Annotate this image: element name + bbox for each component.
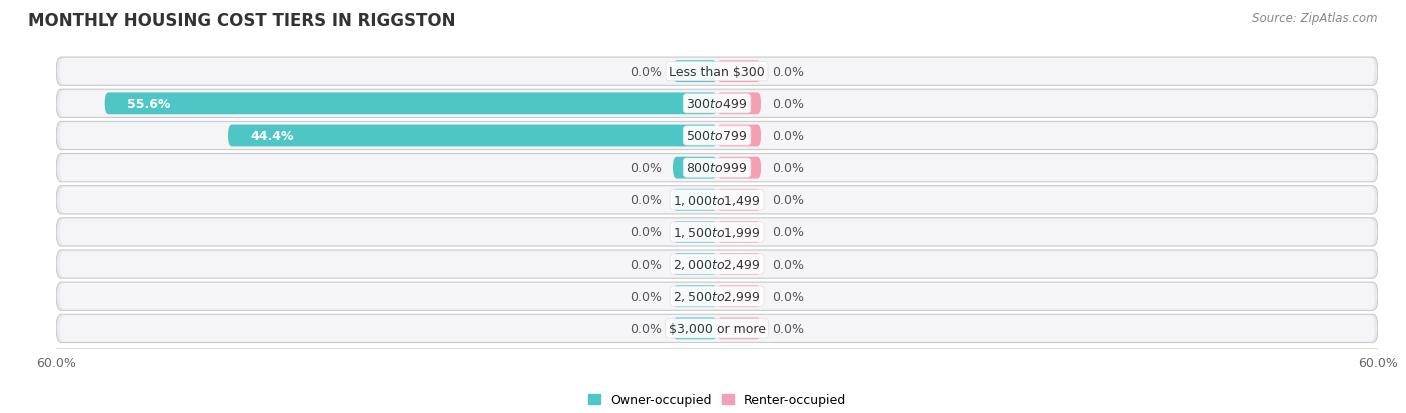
Text: 0.0%: 0.0% [772,66,804,78]
FancyBboxPatch shape [673,318,717,339]
Text: 55.6%: 55.6% [127,97,170,111]
FancyBboxPatch shape [56,282,1378,311]
FancyBboxPatch shape [717,93,761,115]
FancyBboxPatch shape [673,190,717,211]
Text: 0.0%: 0.0% [630,258,662,271]
Text: 0.0%: 0.0% [630,322,662,335]
FancyBboxPatch shape [56,122,1378,150]
FancyBboxPatch shape [673,221,717,243]
Text: $3,000 or more: $3,000 or more [669,322,765,335]
FancyBboxPatch shape [56,186,1378,214]
FancyBboxPatch shape [59,123,1375,150]
FancyBboxPatch shape [56,90,1378,118]
FancyBboxPatch shape [104,93,717,115]
FancyBboxPatch shape [717,318,761,339]
FancyBboxPatch shape [59,251,1375,278]
FancyBboxPatch shape [59,316,1375,342]
FancyBboxPatch shape [56,250,1378,278]
Text: $1,500 to $1,999: $1,500 to $1,999 [673,225,761,240]
Text: 0.0%: 0.0% [630,194,662,207]
Legend: Owner-occupied, Renter-occupied: Owner-occupied, Renter-occupied [582,388,852,411]
FancyBboxPatch shape [673,61,717,83]
FancyBboxPatch shape [717,254,761,275]
Text: 0.0%: 0.0% [772,162,804,175]
FancyBboxPatch shape [59,59,1375,85]
Text: 0.0%: 0.0% [772,258,804,271]
Text: 0.0%: 0.0% [630,226,662,239]
Text: $1,000 to $1,499: $1,000 to $1,499 [673,193,761,207]
Text: 0.0%: 0.0% [772,194,804,207]
FancyBboxPatch shape [56,154,1378,183]
Text: 0.0%: 0.0% [772,290,804,303]
Text: $2,000 to $2,499: $2,000 to $2,499 [673,257,761,271]
Text: $500 to $799: $500 to $799 [686,130,748,142]
Text: Less than $300: Less than $300 [669,66,765,78]
FancyBboxPatch shape [673,254,717,275]
FancyBboxPatch shape [59,155,1375,181]
Text: 0.0%: 0.0% [630,66,662,78]
FancyBboxPatch shape [228,125,717,147]
FancyBboxPatch shape [56,218,1378,247]
FancyBboxPatch shape [717,286,761,307]
Text: Source: ZipAtlas.com: Source: ZipAtlas.com [1253,12,1378,25]
FancyBboxPatch shape [717,221,761,243]
FancyBboxPatch shape [717,61,761,83]
Text: 0.0%: 0.0% [772,226,804,239]
Text: $2,500 to $2,999: $2,500 to $2,999 [673,290,761,304]
FancyBboxPatch shape [59,219,1375,245]
Text: $300 to $499: $300 to $499 [686,97,748,111]
FancyBboxPatch shape [673,286,717,307]
FancyBboxPatch shape [59,91,1375,117]
FancyBboxPatch shape [56,314,1378,343]
Text: 0.0%: 0.0% [772,97,804,111]
FancyBboxPatch shape [59,283,1375,310]
FancyBboxPatch shape [717,190,761,211]
Text: MONTHLY HOUSING COST TIERS IN RIGGSTON: MONTHLY HOUSING COST TIERS IN RIGGSTON [28,12,456,30]
FancyBboxPatch shape [59,187,1375,214]
Text: 0.0%: 0.0% [772,322,804,335]
FancyBboxPatch shape [717,157,761,179]
Text: 0.0%: 0.0% [772,130,804,142]
FancyBboxPatch shape [673,157,717,179]
Text: $800 to $999: $800 to $999 [686,162,748,175]
Text: 44.4%: 44.4% [250,130,294,142]
FancyBboxPatch shape [56,58,1378,86]
FancyBboxPatch shape [717,125,761,147]
Text: 0.0%: 0.0% [630,162,662,175]
Text: 0.0%: 0.0% [630,290,662,303]
